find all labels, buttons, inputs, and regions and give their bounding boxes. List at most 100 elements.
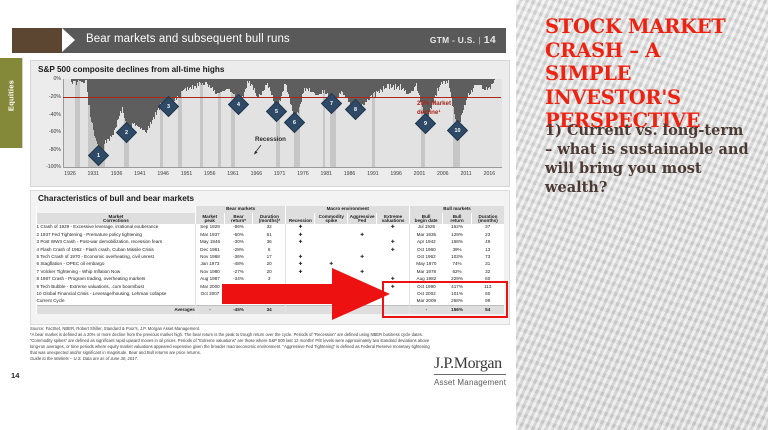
drawdown-bar xyxy=(248,79,250,83)
drawdown-bar xyxy=(368,79,370,101)
drawdown-bar xyxy=(372,79,374,97)
drawdown-bar xyxy=(492,79,494,83)
drawdown-bar xyxy=(187,79,190,90)
x-axis-tick-label: 1966 xyxy=(250,171,263,177)
drawdown-bar xyxy=(109,79,111,137)
drawdown-bar xyxy=(301,79,303,95)
table-row[interactable]: 4 Flash Crash of 1962 - Flash crash, Cub… xyxy=(36,246,505,254)
drawdown-bar xyxy=(137,79,139,128)
column-header: Duration (months)* xyxy=(252,213,286,224)
page-number: 14 xyxy=(11,371,20,380)
cell-bear_duration: 61 xyxy=(266,231,272,237)
drawdown-bar xyxy=(98,79,100,147)
drawdown-bar xyxy=(362,79,364,101)
drawdown-bar xyxy=(341,79,343,92)
drawdown-bar xyxy=(430,79,432,108)
cell-valuations xyxy=(377,254,410,261)
drawdown-bar xyxy=(315,79,317,95)
drawdown-bar xyxy=(397,79,400,86)
table-row[interactable]: 1 Crash of 1929 - Excessive leverage, ir… xyxy=(37,224,505,232)
drawdown-bar xyxy=(165,79,167,103)
cell-bull_duration: 60 xyxy=(485,290,491,296)
x-axis-tick-label: 2006 xyxy=(436,171,449,177)
cell-peak: Mar 2000 xyxy=(194,283,225,291)
drawdown-bar xyxy=(390,79,393,88)
cell-bear_return: -34% xyxy=(233,276,244,282)
table-row[interactable]: 6 Stagflation - OPEC oil embargo Jan 1973… xyxy=(37,260,505,269)
drawdown-bar xyxy=(93,79,95,136)
drawdown-bar xyxy=(332,79,335,101)
drawdown-bar xyxy=(413,79,415,87)
drawdown-bar xyxy=(86,79,88,80)
drawdown-bar xyxy=(462,79,465,110)
annotation-market-decline-l2: decline¹ xyxy=(417,108,441,116)
cell-bear_duration: 3 xyxy=(267,276,271,282)
drawdown-bar xyxy=(159,79,161,103)
drawdown-bar xyxy=(375,79,377,97)
cell-name: 4 Flash Crash of 1962 - Flash crash, Cub… xyxy=(36,246,154,252)
cell-bear_duration: 20 xyxy=(266,261,272,267)
drawdown-bar xyxy=(219,79,221,93)
drawdown-bar xyxy=(299,79,301,105)
cell-bull_begin: Oct 1962 xyxy=(409,253,443,261)
drawdown-bar xyxy=(421,79,424,108)
table-body: 1 Crash of 1929 - Excessive leverage, ir… xyxy=(36,224,505,314)
drawdown-bar xyxy=(309,79,312,92)
drawdown-bar xyxy=(396,79,399,87)
drawdown-bar xyxy=(169,79,172,107)
drawdown-bar xyxy=(111,79,113,136)
cell-peak: Jan 1973 xyxy=(194,260,225,269)
drawdown-bar xyxy=(147,79,149,127)
drawdown-bar xyxy=(239,79,242,102)
cell-bull_begin: Mar 1978 xyxy=(409,268,443,276)
recession-band xyxy=(159,79,164,167)
drawdown-bar xyxy=(195,79,198,89)
drawdown-bar xyxy=(467,79,469,97)
chart-marker-label: 2 xyxy=(125,129,129,136)
drawdown-bar xyxy=(326,79,328,93)
drawdown-bar xyxy=(297,79,299,113)
drawdown-bar xyxy=(459,79,462,123)
table-row[interactable]: 5 Tech Crash of 1970 - Economic overheat… xyxy=(37,253,505,261)
drawdown-bar xyxy=(175,79,178,100)
drawdown-bar xyxy=(255,79,257,93)
chart-panel: S&P 500 composite declines from all-time… xyxy=(30,60,510,187)
recession-band xyxy=(230,79,235,167)
drawdown-bar xyxy=(213,79,215,92)
drawdown-bar xyxy=(493,79,495,80)
x-axis-tick-label: 1976 xyxy=(297,171,309,177)
drawdown-bar xyxy=(172,79,175,104)
drawdown-bar xyxy=(278,79,280,106)
drawdown-bar xyxy=(180,79,182,98)
drawdown-bar xyxy=(408,79,410,91)
cell-bull_duration: 99 xyxy=(485,298,491,304)
drawdown-bar xyxy=(243,79,246,93)
chart-marker-label: 3 xyxy=(167,103,171,110)
table-row[interactable]: 2 1937 Fed Tightening - Premature policy… xyxy=(37,231,505,239)
cell-bull_return: 74% xyxy=(452,261,462,267)
drawdown-bar xyxy=(163,79,165,104)
x-axis-tick-label: 1956 xyxy=(203,171,216,177)
threshold-line-20pct xyxy=(63,96,501,98)
chart-marker-label: 9 xyxy=(423,120,427,127)
table-row[interactable]: 3 Post WWII Crash - Post-war demobilizat… xyxy=(37,238,505,247)
drawdown-bar xyxy=(245,79,248,89)
drawdown-bar xyxy=(407,79,409,94)
drawdown-bar xyxy=(354,79,356,106)
drawdown-bar xyxy=(464,79,467,106)
drawdown-bar xyxy=(400,79,403,91)
drawdown-bar xyxy=(183,79,186,90)
drawdown-bar xyxy=(80,79,82,82)
cell-bull_duration: 73 xyxy=(485,253,491,259)
drawdown-bar xyxy=(439,79,441,88)
y-axis-tick-label: -100% xyxy=(46,164,61,171)
cell-bull_return: 39% xyxy=(452,246,462,252)
table-row[interactable]: 8 1987 Crash - Program trading, overheat… xyxy=(37,275,505,284)
table-row[interactable]: 7 Volcker Tightening - Whip Inflation No… xyxy=(37,268,505,276)
drawdown-bar xyxy=(445,79,447,84)
section-tab-equities[interactable]: Equities xyxy=(0,58,23,148)
averages-cell: Averages xyxy=(36,305,196,314)
cell-name: 9 Tech Bubble - Extreme valuations, .com… xyxy=(36,283,144,289)
drawdown-bar xyxy=(344,79,346,94)
drawdown-bar xyxy=(333,79,336,99)
